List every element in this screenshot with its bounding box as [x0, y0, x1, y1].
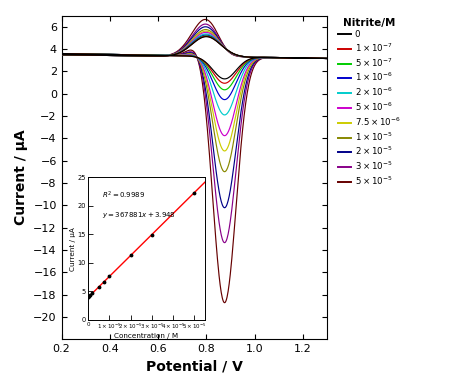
Y-axis label: Current / μA: Current / μA — [14, 129, 27, 225]
X-axis label: Potential / V: Potential / V — [146, 360, 243, 374]
Legend: 0, $1\times10^{-7}$, $5\times10^{-7}$, $1\times10^{-6}$, $2\times10^{-6}$, $5\ti: 0, $1\times10^{-7}$, $5\times10^{-7}$, $… — [337, 17, 401, 188]
